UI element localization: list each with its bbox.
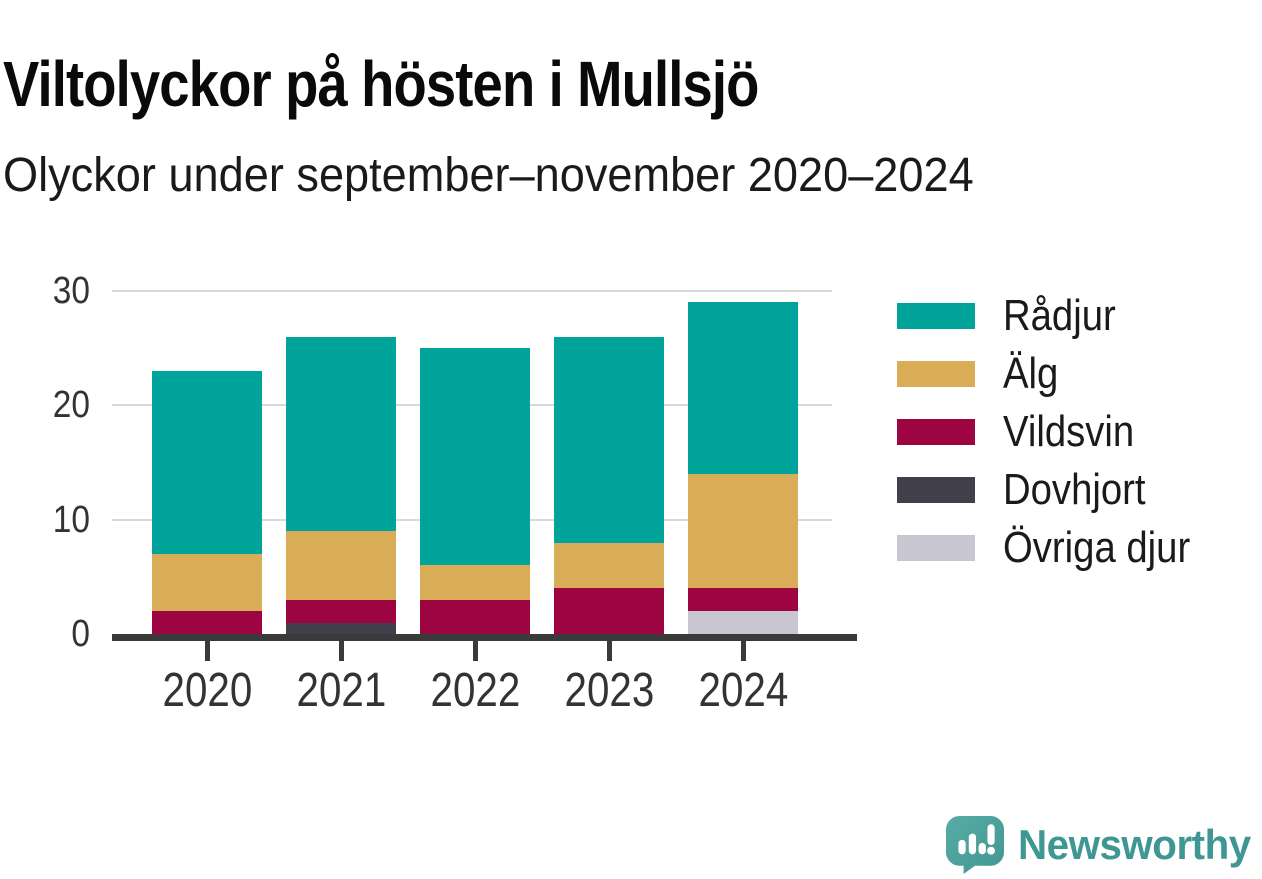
legend-item-alg: Älg: [897, 349, 1218, 398]
x-axis-label-2024: 2024: [698, 664, 788, 717]
newsworthy-logo-text: Newsworthy: [1018, 821, 1251, 868]
x-axis-slot-2020: 2020: [140, 641, 274, 718]
x-axis-tick-2024: [740, 641, 746, 661]
bar-2022: [408, 291, 542, 634]
gridline-30: [112, 290, 832, 292]
legend-label-ovriga-djur: Övriga djur: [1003, 523, 1191, 572]
bar-segment-2021-alg: [286, 531, 396, 600]
x-axis-line: [112, 634, 857, 641]
bar-segment-2022-alg: [420, 565, 530, 600]
legend: Rådjur Älg Vildsvin Dovhjort Övriga djur: [897, 291, 1218, 572]
bar-stack-2022: [420, 348, 530, 634]
x-axis-tick-2022: [472, 641, 478, 661]
y-axis: 0 10 20 30: [0, 271, 90, 654]
y-axis-label-10: 10: [52, 498, 90, 541]
bar-segment-2021-vildsvin: [286, 599, 396, 623]
bar-segment-2020-radjur: [152, 371, 262, 554]
bar-segment-2023-radjur: [554, 336, 664, 543]
bar-stack-2024: [688, 302, 798, 634]
legend-item-dovhjort: Dovhjort: [897, 465, 1218, 514]
x-axis-slot-2023: 2023: [542, 641, 676, 718]
x-axis-tick-2020: [204, 641, 210, 661]
x-axis-tick-2023: [606, 641, 612, 661]
plot-bars: [140, 291, 810, 634]
legend-item-radjur: Rådjur: [897, 291, 1218, 340]
legend-swatch-dovhjort: [897, 477, 975, 503]
x-axis-label-2021: 2021: [296, 664, 386, 717]
x-axis-label-2023: 2023: [564, 664, 654, 717]
chart-subtitle: Olyckor under september–november 2020–20…: [3, 149, 974, 202]
legend-label-alg: Älg: [1003, 349, 1059, 398]
legend-swatch-ovriga-djur: [897, 535, 975, 561]
bar-2024: [676, 291, 810, 634]
legend-swatch-alg: [897, 361, 975, 387]
bar-segment-2024-alg: [688, 473, 798, 589]
newsworthy-logo: Newsworthy: [946, 816, 1260, 874]
legend-label-dovhjort: Dovhjort: [1003, 465, 1146, 514]
x-axis-slot-2021: 2021: [274, 641, 408, 718]
bar-segment-2024-ovriga-djur: [688, 611, 798, 634]
bar-stack-2023: [554, 336, 664, 634]
x-axis: 2020 2021 2022 2023 2024: [140, 641, 810, 718]
legend-label-vildsvin: Vildsvin: [1003, 407, 1135, 456]
legend-item-vildsvin: Vildsvin: [897, 407, 1218, 456]
bar-segment-2020-alg: [152, 553, 262, 612]
x-axis-label-2020: 2020: [162, 664, 252, 717]
y-axis-label-0: 0: [71, 613, 90, 655]
bar-segment-2023-vildsvin: [554, 588, 664, 634]
bar-segment-2021-dovhjort: [286, 622, 396, 634]
bar-2020: [140, 291, 274, 634]
bar-stack-2020: [152, 371, 262, 634]
bar-segment-2020-vildsvin: [152, 611, 262, 634]
bar-segment-2024-vildsvin: [688, 588, 798, 612]
bar-segment-2021-radjur: [286, 336, 396, 532]
bar-2021: [274, 291, 408, 634]
legend-swatch-radjur: [897, 303, 975, 329]
legend-swatch-vildsvin: [897, 419, 975, 445]
x-axis-tick-2021: [338, 641, 344, 661]
y-axis-label-20: 20: [52, 384, 90, 427]
bar-stack-2021: [286, 336, 396, 634]
x-axis-slot-2022: 2022: [408, 641, 542, 718]
bar-segment-2022-radjur: [420, 348, 530, 566]
x-axis-slot-2024: 2024: [676, 641, 810, 718]
x-axis-label-2022: 2022: [430, 664, 520, 717]
bar-segment-2023-alg: [554, 542, 664, 589]
bar-segment-2022-vildsvin: [420, 599, 530, 634]
y-axis-label-30: 30: [52, 270, 90, 312]
newsworthy-logo-icon: [946, 816, 1004, 874]
bar-2023: [542, 291, 676, 634]
legend-item-ovriga-djur: Övriga djur: [897, 523, 1218, 572]
page-title: Viltolyckor på hösten i Mullsjö: [3, 47, 759, 120]
bar-segment-2024-radjur: [688, 302, 798, 474]
legend-label-radjur: Rådjur: [1003, 291, 1116, 340]
